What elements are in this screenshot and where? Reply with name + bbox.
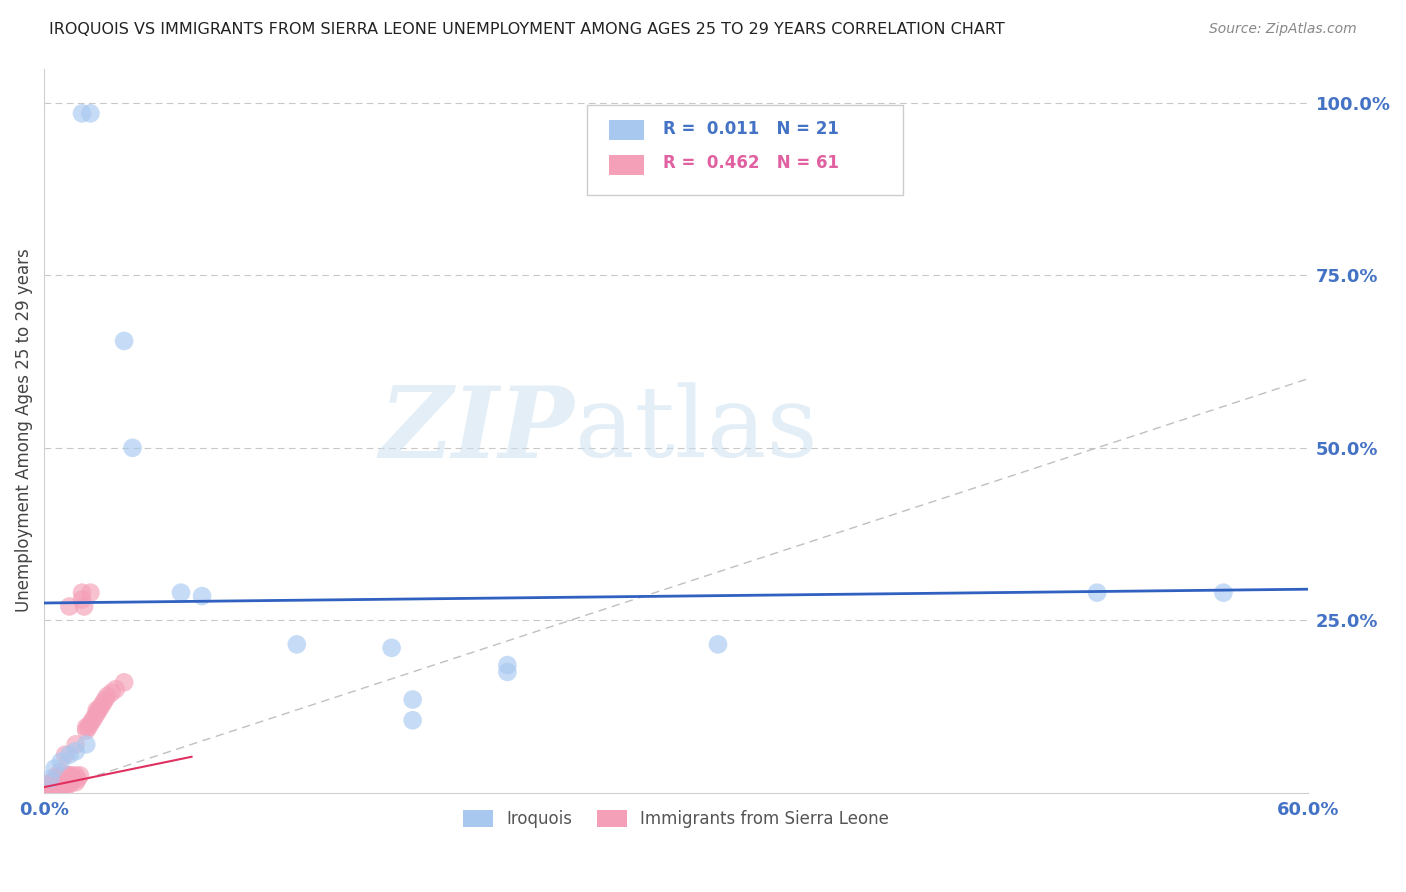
Point: [707, 637, 730, 651]
Point: [58, 768, 80, 782]
Point: [49, 782, 72, 797]
Point: [49, 775, 72, 789]
Point: [94, 692, 117, 706]
Point: [1212, 585, 1234, 599]
Point: [75, 738, 97, 752]
Point: [87, 703, 110, 717]
Legend: Iroquois, Immigrants from Sierra Leone: Iroquois, Immigrants from Sierra Leone: [456, 804, 896, 835]
Point: [79, 585, 101, 599]
Text: ZIP: ZIP: [380, 383, 575, 479]
Point: [39, 779, 62, 793]
Point: [170, 585, 193, 599]
Point: [37, 782, 59, 797]
Point: [58, 747, 80, 762]
Point: [44, 782, 66, 797]
Point: [44, 775, 66, 789]
Point: [53, 747, 76, 762]
Point: [37, 779, 59, 793]
Point: [65, 768, 87, 782]
Point: [112, 675, 135, 690]
Point: [65, 775, 87, 789]
Point: [1085, 585, 1108, 599]
Point: [70, 592, 93, 607]
Point: [32, 786, 55, 800]
Point: [121, 441, 143, 455]
Point: [44, 762, 66, 776]
Point: [48, 782, 70, 797]
Point: [82, 713, 104, 727]
Point: [79, 106, 101, 120]
Point: [53, 772, 76, 786]
Point: [66, 772, 89, 786]
Point: [52, 779, 75, 793]
Text: Source: ZipAtlas.com: Source: ZipAtlas.com: [1209, 22, 1357, 37]
Point: [58, 775, 80, 789]
Point: [41, 775, 63, 789]
Point: [56, 779, 79, 793]
Point: [48, 772, 70, 786]
FancyBboxPatch shape: [609, 154, 644, 175]
Point: [112, 334, 135, 348]
Point: [496, 658, 519, 673]
Point: [35, 782, 58, 797]
Text: atlas: atlas: [575, 383, 817, 478]
Point: [285, 637, 308, 651]
FancyBboxPatch shape: [609, 120, 644, 140]
Point: [73, 599, 96, 614]
Text: R =  0.011   N = 21: R = 0.011 N = 21: [664, 120, 839, 137]
Point: [79, 716, 101, 731]
Point: [70, 585, 93, 599]
Point: [96, 689, 118, 703]
Point: [65, 744, 87, 758]
Point: [77, 720, 100, 734]
Point: [58, 599, 80, 614]
Point: [191, 589, 214, 603]
Point: [41, 779, 63, 793]
Point: [75, 723, 97, 738]
Point: [49, 764, 72, 779]
Point: [90, 699, 112, 714]
Point: [45, 768, 67, 782]
Point: [86, 703, 108, 717]
FancyBboxPatch shape: [588, 104, 903, 195]
Point: [70, 106, 93, 120]
Point: [86, 706, 108, 721]
Point: [45, 779, 67, 793]
Point: [401, 713, 423, 727]
Y-axis label: Unemployment Among Ages 25 to 29 years: Unemployment Among Ages 25 to 29 years: [15, 249, 32, 613]
Point: [39, 782, 62, 797]
Point: [69, 768, 91, 782]
Text: IROQUOIS VS IMMIGRANTS FROM SIERRA LEONE UNEMPLOYMENT AMONG AGES 25 TO 29 YEARS : IROQUOIS VS IMMIGRANTS FROM SIERRA LEONE…: [49, 22, 1005, 37]
Point: [381, 640, 404, 655]
Point: [49, 755, 72, 769]
Point: [53, 779, 76, 793]
Point: [49, 768, 72, 782]
Point: [401, 692, 423, 706]
Point: [39, 775, 62, 789]
Point: [60, 768, 83, 782]
Point: [45, 772, 67, 786]
Text: R =  0.462   N = 61: R = 0.462 N = 61: [664, 154, 839, 172]
Point: [56, 768, 79, 782]
Point: [39, 772, 62, 786]
Point: [65, 738, 87, 752]
Point: [496, 665, 519, 679]
Point: [52, 772, 75, 786]
Point: [100, 686, 122, 700]
Point: [48, 779, 70, 793]
Point: [62, 772, 84, 786]
Point: [104, 682, 127, 697]
Point: [45, 782, 67, 797]
Point: [91, 696, 114, 710]
Point: [60, 775, 83, 789]
Point: [75, 720, 97, 734]
Point: [83, 710, 105, 724]
Point: [44, 779, 66, 793]
